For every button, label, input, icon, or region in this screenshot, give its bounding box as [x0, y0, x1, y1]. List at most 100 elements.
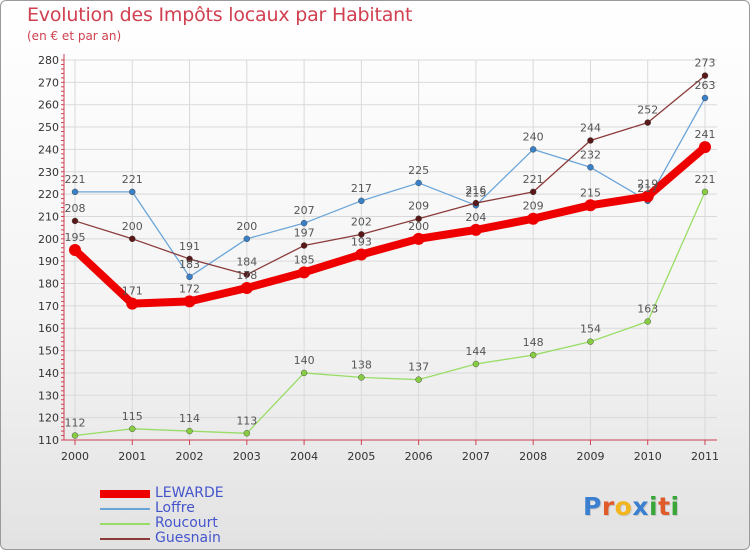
- data-label: 163: [637, 303, 658, 316]
- data-point: [298, 266, 311, 279]
- data-label: 184: [236, 256, 257, 269]
- x-tick-label: 2000: [61, 450, 89, 463]
- y-tick-label: 180: [38, 278, 59, 291]
- data-label: 138: [351, 358, 372, 371]
- data-point: [240, 282, 253, 294]
- y-tick-label: 230: [38, 166, 59, 179]
- legend-label: Roucourt: [155, 515, 218, 531]
- x-tick-label: 2007: [462, 450, 490, 463]
- data-point: [529, 188, 537, 196]
- y-tick-label: 120: [38, 412, 59, 425]
- data-point: [701, 94, 709, 102]
- data-point: [129, 425, 136, 433]
- data-point: [71, 432, 79, 439]
- data-label: 221: [695, 173, 716, 186]
- data-label: 204: [465, 211, 486, 224]
- data-label: 115: [122, 410, 143, 423]
- y-tick-label: 150: [38, 345, 59, 358]
- data-label: 244: [580, 121, 601, 134]
- data-label: 154: [580, 323, 601, 336]
- data-label: 113: [236, 414, 257, 427]
- y-tick-label: 250: [38, 121, 59, 134]
- data-point: [644, 119, 651, 126]
- legend-swatch: [100, 490, 150, 498]
- x-tick-label: 2010: [634, 450, 662, 463]
- data-label: 221: [65, 173, 86, 186]
- data-point: [186, 255, 193, 263]
- data-point: [183, 295, 196, 308]
- data-label: 208: [65, 202, 86, 215]
- x-tick-label: 2001: [118, 450, 146, 463]
- data-point: [701, 72, 709, 79]
- data-label: 221: [122, 173, 143, 186]
- data-point: [358, 231, 365, 238]
- series-line-lewarde: [71, 143, 709, 308]
- data-point: [355, 248, 368, 261]
- y-tick-label: 130: [38, 389, 59, 402]
- data-label: 217: [637, 182, 658, 195]
- data-label: 240: [523, 130, 544, 143]
- data-label: 217: [351, 182, 372, 195]
- data-point: [243, 271, 251, 278]
- y-tick-label: 220: [38, 188, 59, 201]
- data-point: [71, 217, 79, 225]
- legend-label: Loffre: [155, 500, 195, 516]
- data-point: [186, 427, 193, 435]
- x-tick-label: 2006: [405, 450, 433, 463]
- data-point: [472, 360, 480, 368]
- x-tick-label: 2011: [691, 450, 719, 463]
- legend-label: LEWARDE: [155, 485, 224, 501]
- y-tick-label: 190: [38, 255, 59, 268]
- data-point: [415, 179, 422, 187]
- data-point: [701, 188, 709, 196]
- legend-swatch: [100, 508, 150, 510]
- y-tick-label: 280: [38, 54, 59, 67]
- data-label: 112: [65, 417, 86, 430]
- data-point: [644, 318, 651, 325]
- x-tick-label: 2005: [347, 450, 375, 463]
- data-point: [469, 223, 482, 236]
- data-label: 207: [294, 204, 315, 217]
- data-point: [412, 232, 425, 245]
- data-label: 200: [408, 220, 429, 233]
- data-point: [641, 190, 654, 203]
- data-point: [587, 338, 594, 345]
- series-line-guesnain: [74, 74, 706, 276]
- legend-label: Guesnain: [155, 530, 221, 546]
- series-line-roucourt: [74, 191, 706, 437]
- data-point: [358, 197, 365, 205]
- data-point: [243, 235, 251, 243]
- data-point: [186, 273, 193, 281]
- data-point: [129, 188, 136, 196]
- data-label: 273: [695, 57, 716, 70]
- data-point: [415, 376, 422, 383]
- data-point: [527, 212, 540, 225]
- data-label: 209: [523, 200, 544, 213]
- data-label: 185: [294, 253, 315, 266]
- data-point: [71, 188, 79, 196]
- x-tick-label: 2002: [176, 450, 204, 463]
- data-label: 197: [294, 227, 315, 240]
- y-tick-label: 270: [38, 76, 59, 89]
- data-label: 221: [523, 173, 544, 186]
- y-tick-label: 260: [38, 99, 59, 112]
- data-point: [472, 199, 480, 207]
- data-point: [529, 146, 537, 153]
- data-point: [300, 369, 308, 377]
- data-label: 200: [236, 220, 257, 233]
- legend-swatch: [100, 523, 150, 525]
- data-label: 193: [351, 235, 372, 248]
- data-label: 219: [637, 177, 658, 190]
- data-label: 200: [122, 220, 143, 233]
- y-tick-label: 110: [38, 434, 59, 447]
- data-point: [243, 430, 251, 437]
- data-label: 183: [179, 258, 200, 271]
- data-point: [126, 297, 139, 310]
- data-label: 172: [179, 282, 200, 295]
- proxiti-logo: Proxiti: [583, 492, 680, 521]
- data-point: [584, 199, 597, 212]
- y-tick-label: 200: [38, 233, 59, 246]
- data-point: [529, 351, 537, 359]
